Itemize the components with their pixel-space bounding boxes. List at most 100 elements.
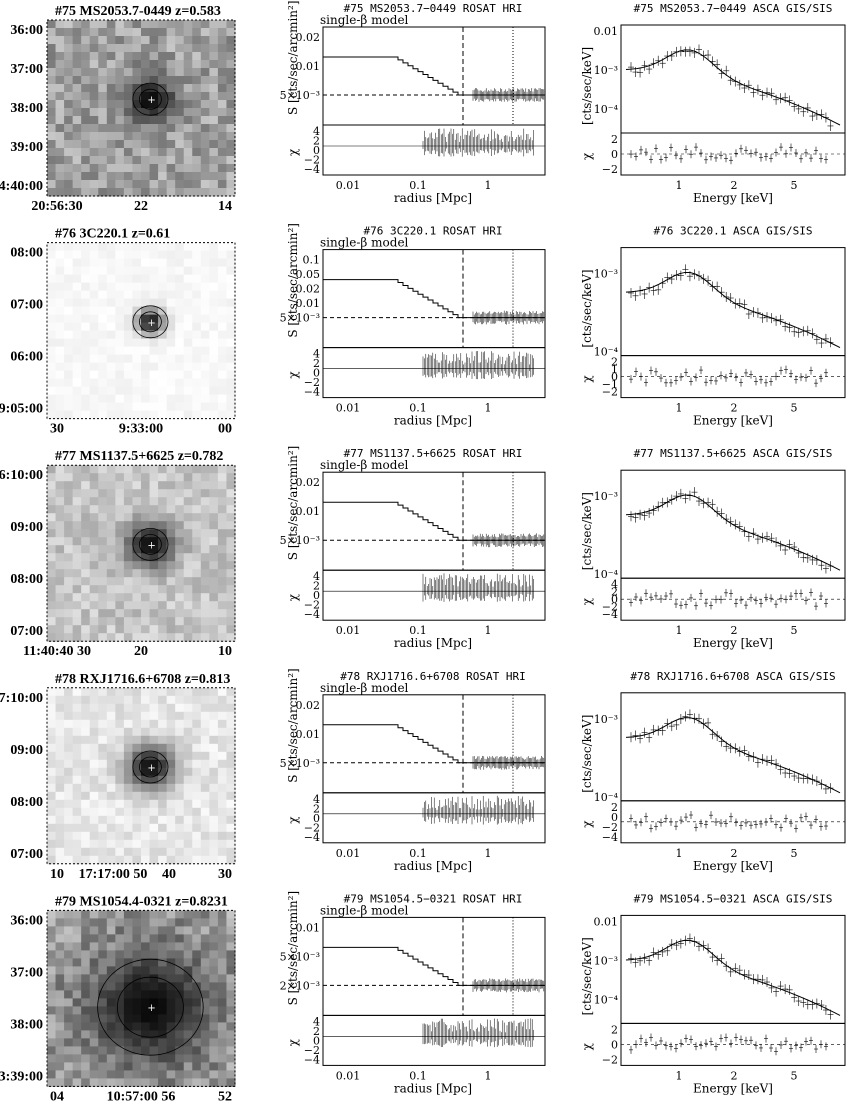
profile-frame bbox=[322, 471, 546, 571]
chi-frame bbox=[322, 569, 546, 621]
image-title: #79 MS1054.4-0321 z=0.8231 bbox=[55, 894, 228, 909]
image-xtick: 11:40:40 30 bbox=[23, 644, 91, 659]
spectrum-title: #78 RXJ1716.6+6708 ASCA GIS/SIS bbox=[630, 670, 835, 683]
chi-frame bbox=[322, 124, 546, 176]
center-marker: + bbox=[147, 763, 155, 774]
contour-line bbox=[132, 305, 169, 339]
profile-subtitle: single-β model bbox=[320, 681, 409, 695]
chi-frame bbox=[322, 792, 546, 844]
image-ytick: 07:00 bbox=[10, 847, 43, 862]
spectrum-chi-ytick: 1 bbox=[611, 363, 618, 376]
chi-ytick: −4 bbox=[304, 163, 320, 176]
profile-ylabel: S [cts/sec/arcmin²] bbox=[286, 0, 300, 115]
image-xtick: 40 bbox=[162, 867, 176, 882]
contour-line bbox=[132, 528, 169, 561]
profile-ytick: 0.01 bbox=[296, 728, 321, 741]
spectrum-ytick: 10⁻³ bbox=[594, 64, 618, 77]
chi-ytick: 2 bbox=[313, 802, 320, 815]
profile-xtick: 0.1 bbox=[409, 179, 427, 192]
profile-xtick: 0.01 bbox=[336, 1069, 361, 1082]
chi-ytick: 0 bbox=[313, 589, 320, 602]
profile-title: #77 MS1137.5+6625 ROSAT HRI bbox=[344, 447, 523, 460]
image-ytick: 08:00 bbox=[10, 246, 43, 261]
image-ytick: 38:00 bbox=[10, 1017, 43, 1032]
chi-ylabel: χ bbox=[286, 593, 300, 601]
chi-ylabel: χ bbox=[286, 816, 300, 824]
chi-ytick: −2 bbox=[304, 1044, 320, 1057]
spectrum-chi-frame bbox=[620, 132, 846, 176]
spectrum-xlabel: Energy [keV] bbox=[693, 859, 773, 873]
chi-frame bbox=[322, 1014, 546, 1066]
profile-title: #78 RXJ1716.6+6708 ROSAT HRI bbox=[340, 670, 525, 683]
profile-model bbox=[323, 724, 545, 764]
spectrum-model bbox=[625, 49, 841, 126]
spectrum-xtick: 1 bbox=[676, 1069, 683, 1082]
chi-ytick: 4 bbox=[313, 125, 320, 138]
image-ytick: 36:00 bbox=[10, 913, 43, 928]
image-xtick: 20:56:30 bbox=[31, 199, 82, 214]
profile-ytick: 0.1 bbox=[303, 254, 321, 267]
spectrum-model bbox=[625, 271, 841, 349]
chi-ytick: 4 bbox=[313, 1015, 320, 1028]
image-title: #76 3C220.1 z=0.61 bbox=[55, 227, 170, 242]
image-ytick: 36:00 bbox=[10, 23, 43, 38]
spectrum-xtick: 5 bbox=[791, 402, 798, 415]
chi-ytick: −4 bbox=[304, 831, 320, 844]
spectrum-title: #77 MS1137.5+6625 ASCA GIS/SIS bbox=[634, 447, 833, 460]
spectrum-chi-ytick: 0 bbox=[611, 148, 618, 161]
spectrum-ylabel: [cts/sec/keV] bbox=[580, 492, 594, 570]
chi-ytick: −4 bbox=[304, 386, 320, 399]
profile-title: #76 3C220.1 ROSAT HRI bbox=[363, 225, 502, 238]
spectrum-chi-ytick: 2 bbox=[611, 586, 618, 599]
spectrum-chi-ytick: −1 bbox=[602, 378, 618, 391]
profile-ytick: 2×10⁻³ bbox=[280, 979, 320, 992]
image-xtick: 30 bbox=[218, 867, 232, 882]
spectrum-ylabel: [cts/sec/keV] bbox=[580, 937, 594, 1015]
spectrum-ytick: 10⁻⁴ bbox=[594, 103, 619, 116]
chi-ytick: −4 bbox=[304, 608, 320, 621]
image-frame bbox=[46, 242, 236, 420]
center-marker: + bbox=[147, 1003, 155, 1014]
chi-ytick: −2 bbox=[304, 599, 320, 612]
profile-frame bbox=[322, 249, 546, 349]
image-ytick: 37:00 bbox=[10, 965, 43, 980]
chi-ytick: 4 bbox=[313, 570, 320, 583]
figure-row-79: #79 MS1054.4-0321 z=0.8231 +36:00 37:00 38:… bbox=[0, 891, 846, 1104]
profile-frame bbox=[322, 916, 546, 1016]
spectrum-title: #75 MS2053.7−0449 ASCA GIS/SIS bbox=[634, 2, 833, 15]
profile-xtick: 0.1 bbox=[409, 1069, 427, 1082]
profile-ytick: 0.02 bbox=[296, 699, 321, 712]
profile-xlabel: radius [Mpc] bbox=[394, 1081, 472, 1095]
spectrum-ytick: 10⁻³ bbox=[594, 954, 618, 967]
spectrum-ytick: 10⁻³ bbox=[594, 713, 618, 726]
spectrum-model bbox=[625, 939, 841, 1016]
profile-xtick: 0.1 bbox=[409, 624, 427, 637]
spectrum-xtick: 1 bbox=[676, 847, 683, 860]
profile-frame bbox=[322, 26, 546, 126]
figure-row-75: #75 MS2053.7-0449 z=0.583 +36:00 37:00 38:0… bbox=[0, 0, 846, 214]
profile-frame bbox=[322, 694, 546, 794]
profile-xtick: 0.01 bbox=[336, 847, 361, 860]
image-ytick: 07:00 bbox=[10, 624, 43, 639]
image-title: #75 MS2053.7-0449 z=0.583 bbox=[55, 4, 221, 19]
spectrum-xtick: 1 bbox=[676, 402, 683, 415]
profile-xtick: 0.1 bbox=[409, 402, 427, 415]
chi-ytick: 4 bbox=[313, 793, 320, 806]
spectrum-ytick: 0.01 bbox=[594, 25, 619, 38]
spectrum-xtick: 2 bbox=[731, 847, 738, 860]
contour-line bbox=[138, 756, 162, 778]
image-xtick: 14 bbox=[218, 199, 232, 214]
image-xtick: 04 bbox=[50, 1089, 64, 1104]
spectrum-chi-ytick: −2 bbox=[602, 601, 618, 614]
spectrum-xtick: 1 bbox=[676, 179, 683, 192]
image-xtick: 10 bbox=[50, 867, 64, 882]
spectrum-chi-frame bbox=[620, 355, 846, 399]
spectrum-ytick: 10⁻⁴ bbox=[594, 791, 619, 804]
spectrum-chi-frame bbox=[620, 800, 846, 844]
profile-ytick: 0.05 bbox=[296, 268, 321, 281]
spectrum-chi-ytick: 2 bbox=[611, 133, 618, 146]
spectrum-chi-ytick: −2 bbox=[602, 821, 618, 834]
spectrum-chi-frame bbox=[620, 1022, 846, 1066]
image-ytick: 09:00 bbox=[10, 743, 43, 758]
